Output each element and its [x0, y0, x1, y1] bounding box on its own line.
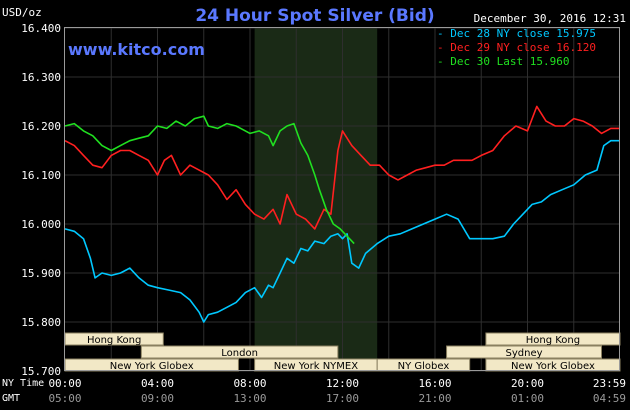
y-tick-label: 15.700	[21, 365, 61, 378]
legend-label-dec29: Dec 29 NY close 16.120	[450, 41, 596, 54]
y-tick-label: 16.300	[21, 71, 61, 84]
session-label: Hong Kong	[526, 335, 580, 346]
session-box	[446, 345, 602, 359]
x-tick-label-gmt: 09:00	[141, 392, 174, 405]
legend-item-dec29: - Dec 29 NY close 16.120	[437, 41, 596, 54]
x-tick-label-gmt: 05:00	[48, 392, 81, 405]
x-tick-label-gmt: 21:00	[418, 392, 451, 405]
series-line-0	[64, 139, 620, 323]
session-label: New York NYMEX	[274, 361, 359, 372]
x-tick-label-ny: 04:00	[141, 377, 174, 390]
y-axis-unit: USD/oz	[2, 6, 42, 19]
session-label: Hong Kong	[87, 335, 141, 346]
y-tick-label: 15.900	[21, 267, 61, 280]
series-line-1	[64, 105, 620, 230]
y-tick-label: 16.400	[21, 22, 61, 35]
session-label: New York Globex	[511, 361, 595, 372]
x-tick-label-ny: 23:59	[593, 377, 626, 390]
series-line-2	[64, 115, 355, 245]
x-tick-label-ny: 20:00	[511, 377, 544, 390]
y-tick-label: 16.100	[21, 169, 61, 182]
legend: - Dec 28 NY close 15.975 - Dec 29 NY clo…	[437, 27, 596, 69]
gmt-label: GMT	[2, 393, 21, 404]
legend-label-dec28: Dec 28 NY close 15.975	[450, 27, 596, 40]
y-tick-label: 16.000	[21, 218, 61, 231]
ny-time-label: NY Time	[2, 378, 45, 389]
legend-item-dec28: - Dec 28 NY close 15.975	[437, 27, 596, 40]
x-tick-label-gmt: 13:00	[233, 392, 266, 405]
y-tick-label: 16.200	[21, 120, 61, 133]
x-tick-label-ny: 16:00	[418, 377, 451, 390]
legend-item-dec30: - Dec 30 Last 15.960	[437, 55, 570, 68]
session-label: London	[221, 348, 258, 359]
chart-date: December 30, 2016 12:31	[473, 12, 626, 25]
legend-label-dec30: Dec 30 Last 15.960	[450, 55, 570, 68]
x-tick-label-gmt: 01:00	[511, 392, 544, 405]
x-tick-label-ny: 08:00	[233, 377, 266, 390]
x-tick-label-ny: 00:00	[48, 377, 81, 390]
plot-frame	[64, 27, 620, 371]
session-box	[140, 345, 339, 359]
shaded-session-region	[254, 28, 378, 371]
x-tick-label-gmt: 17:00	[326, 392, 359, 405]
x-tick-label-gmt: 04:59	[593, 392, 626, 405]
x-tick-label-ny: 12:00	[326, 377, 359, 390]
session-label: NY Globex	[398, 361, 450, 372]
session-label: Sydney	[506, 348, 543, 359]
chart-title: 24 Hour Spot Silver (Bid)	[195, 6, 435, 26]
session-label: New York Globex	[110, 361, 194, 372]
site-url[interactable]: www.kitco.com	[68, 40, 205, 59]
y-tick-label: 15.800	[21, 316, 61, 329]
